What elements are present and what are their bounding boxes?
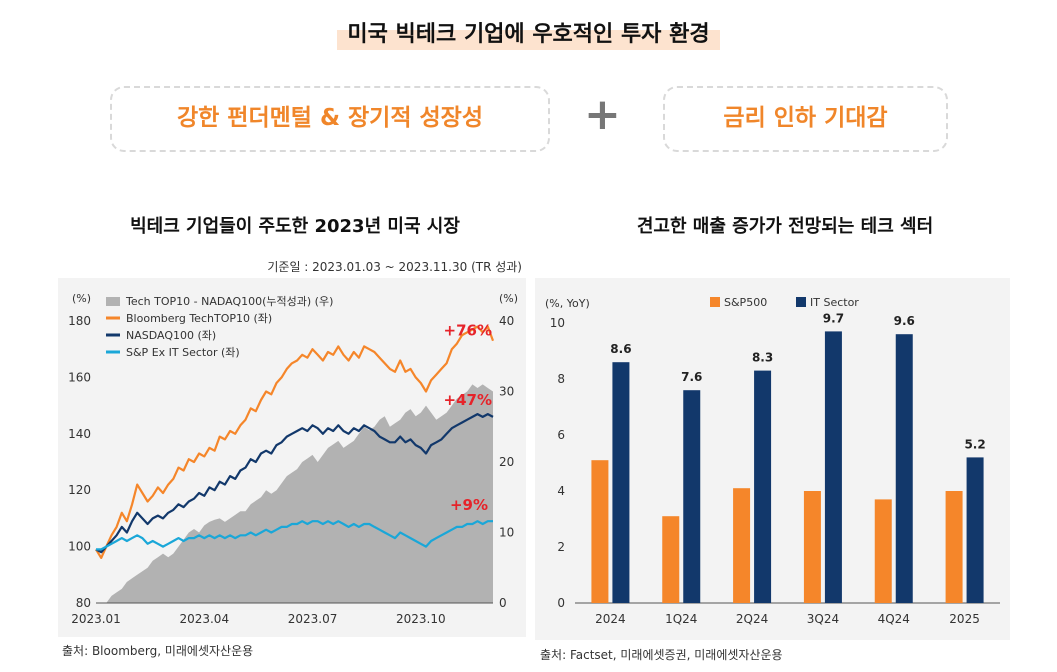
x-tick-label: 2Q24 (736, 612, 768, 626)
y-right-tick-label: 40 (499, 314, 514, 328)
bar-value-label: 5.2 (964, 437, 985, 451)
annotation-sp-ex-it: +9% (450, 496, 488, 514)
legend-swatch (106, 297, 120, 306)
bar-value-label: 9.7 (823, 311, 844, 325)
y-right-tick-label: 20 (499, 455, 514, 469)
y-left-tick-label: 100 (68, 540, 91, 554)
y-left-tick-label: 80 (76, 596, 91, 610)
y-right-unit: (%) (499, 292, 518, 305)
annotation-tech-top10: +76% (444, 322, 492, 340)
legend-label: Tech TOP10 - NADAQ100(누적성과) (우) (125, 295, 333, 308)
bar-value-label: 8.3 (752, 351, 773, 365)
x-tick-label: 2023.07 (288, 612, 338, 626)
bar-sp500 (591, 460, 609, 603)
series-line-1 (95, 325, 495, 559)
line-chart-panel: 80 100 120 140 160 180 0 10 20 30 40 (%) (%) 2023.01 2… (58, 278, 526, 637)
legend-label: S&P500 (724, 296, 767, 309)
left-source-note: 출처: Bloomberg, 미래에셋자산운용 (62, 644, 254, 658)
series-area-tech-minus-nasdaq (96, 384, 493, 603)
x-tick-label: 1Q24 (665, 612, 697, 626)
y-left-tick-label: 120 (68, 483, 91, 497)
annotation-nasdaq: +47% (444, 391, 492, 409)
x-tick-label: 3Q24 (807, 612, 839, 626)
right-source-note: 출처: Factset, 미래에셋증권, 미래에셋자산운용 (540, 648, 783, 662)
legend-label: S&P Ex IT Sector (좌) (126, 346, 240, 359)
right-chart-subtitle: 견고한 매출 증가가 전망되는 테크 섹터 (636, 216, 934, 237)
legend-swatch (710, 297, 720, 307)
y-left-unit: (%) (72, 292, 91, 305)
x-tick-label: 2024 (595, 612, 626, 626)
legend-label: NASDAQ100 (좌) (126, 329, 216, 342)
x-tick-label: 2025 (949, 612, 980, 626)
legend-label: Bloomberg TechTOP10 (좌) (126, 312, 272, 325)
main-title-text: 미국 빅테크 기업에 우호적인 투자 환경 (337, 14, 720, 50)
y-left-tick-label: 160 (68, 370, 91, 384)
x-tick-label: 2023.01 (71, 612, 121, 626)
series-line-3 (96, 520, 493, 551)
bar-value-label: 8.6 (610, 342, 631, 356)
y-tick-label: 6 (557, 428, 565, 442)
x-tick-label: 4Q24 (878, 612, 910, 626)
y-tick-label: 10 (550, 316, 565, 330)
bar-sp500 (803, 491, 821, 603)
bar-chart: 0 2 4 6 8 10 (%, YoY) 8.6 2024 7.6 1Q24 8.3 2Q24 9.7 3… (545, 296, 1000, 626)
bar-value-label: 9.6 (894, 314, 915, 328)
bar-value-label: 7.6 (681, 370, 702, 384)
y-tick-label: 2 (557, 540, 565, 554)
bar-it-sector (824, 331, 842, 603)
bar-sp500 (662, 516, 680, 603)
legend-label: IT Sector (810, 296, 859, 309)
bar-sp500 (945, 491, 963, 603)
line-chart: 80 100 120 140 160 180 0 10 20 30 40 (%) (%) 2023.01 2… (68, 292, 518, 626)
bar-it-sector (895, 334, 913, 603)
bar-sp500 (733, 488, 751, 603)
bar-sp500 (874, 499, 892, 603)
y-tick-label: 8 (557, 372, 565, 386)
bar-it-sector (966, 457, 984, 603)
bar-it-sector (754, 370, 772, 603)
left-chart-subtitle: 빅테크 기업들이 주도한 2023년 미국 시장 (130, 216, 460, 237)
y-right-tick-label: 0 (499, 596, 507, 610)
y-left-tick-label: 140 (68, 427, 91, 441)
y-tick-label: 4 (557, 484, 565, 498)
y-left-tick-label: 180 (68, 314, 91, 328)
bar-chart-panel: 0 2 4 6 8 10 (%, YoY) 8.6 2024 7.6 1Q24 8.3 2Q24 9.7 3… (535, 278, 1010, 640)
bar-it-sector (683, 390, 701, 603)
y-axis-unit: (%, YoY) (545, 297, 590, 310)
plus-icon: + (584, 89, 621, 140)
series-line-2 (95, 413, 494, 554)
bar-it-sector (612, 362, 630, 603)
y-right-tick-label: 10 (499, 526, 514, 540)
y-right-tick-label: 30 (499, 385, 514, 399)
y-tick-label: 0 (557, 596, 565, 610)
x-tick-label: 2023.04 (179, 612, 229, 626)
rate-cut-box: 금리 인하 기대감 (663, 86, 948, 152)
basis-date-note: 기준일 : 2023.01.03 ~ 2023.11.30 (TR 성과) (267, 260, 522, 274)
legend-swatch (796, 297, 806, 307)
main-title: 미국 빅테크 기업에 우호적인 투자 환경 (0, 14, 1057, 50)
fundamentals-box: 강한 펀더멘털 & 장기적 성장성 (110, 86, 550, 152)
x-tick-label: 2023.10 (396, 612, 446, 626)
